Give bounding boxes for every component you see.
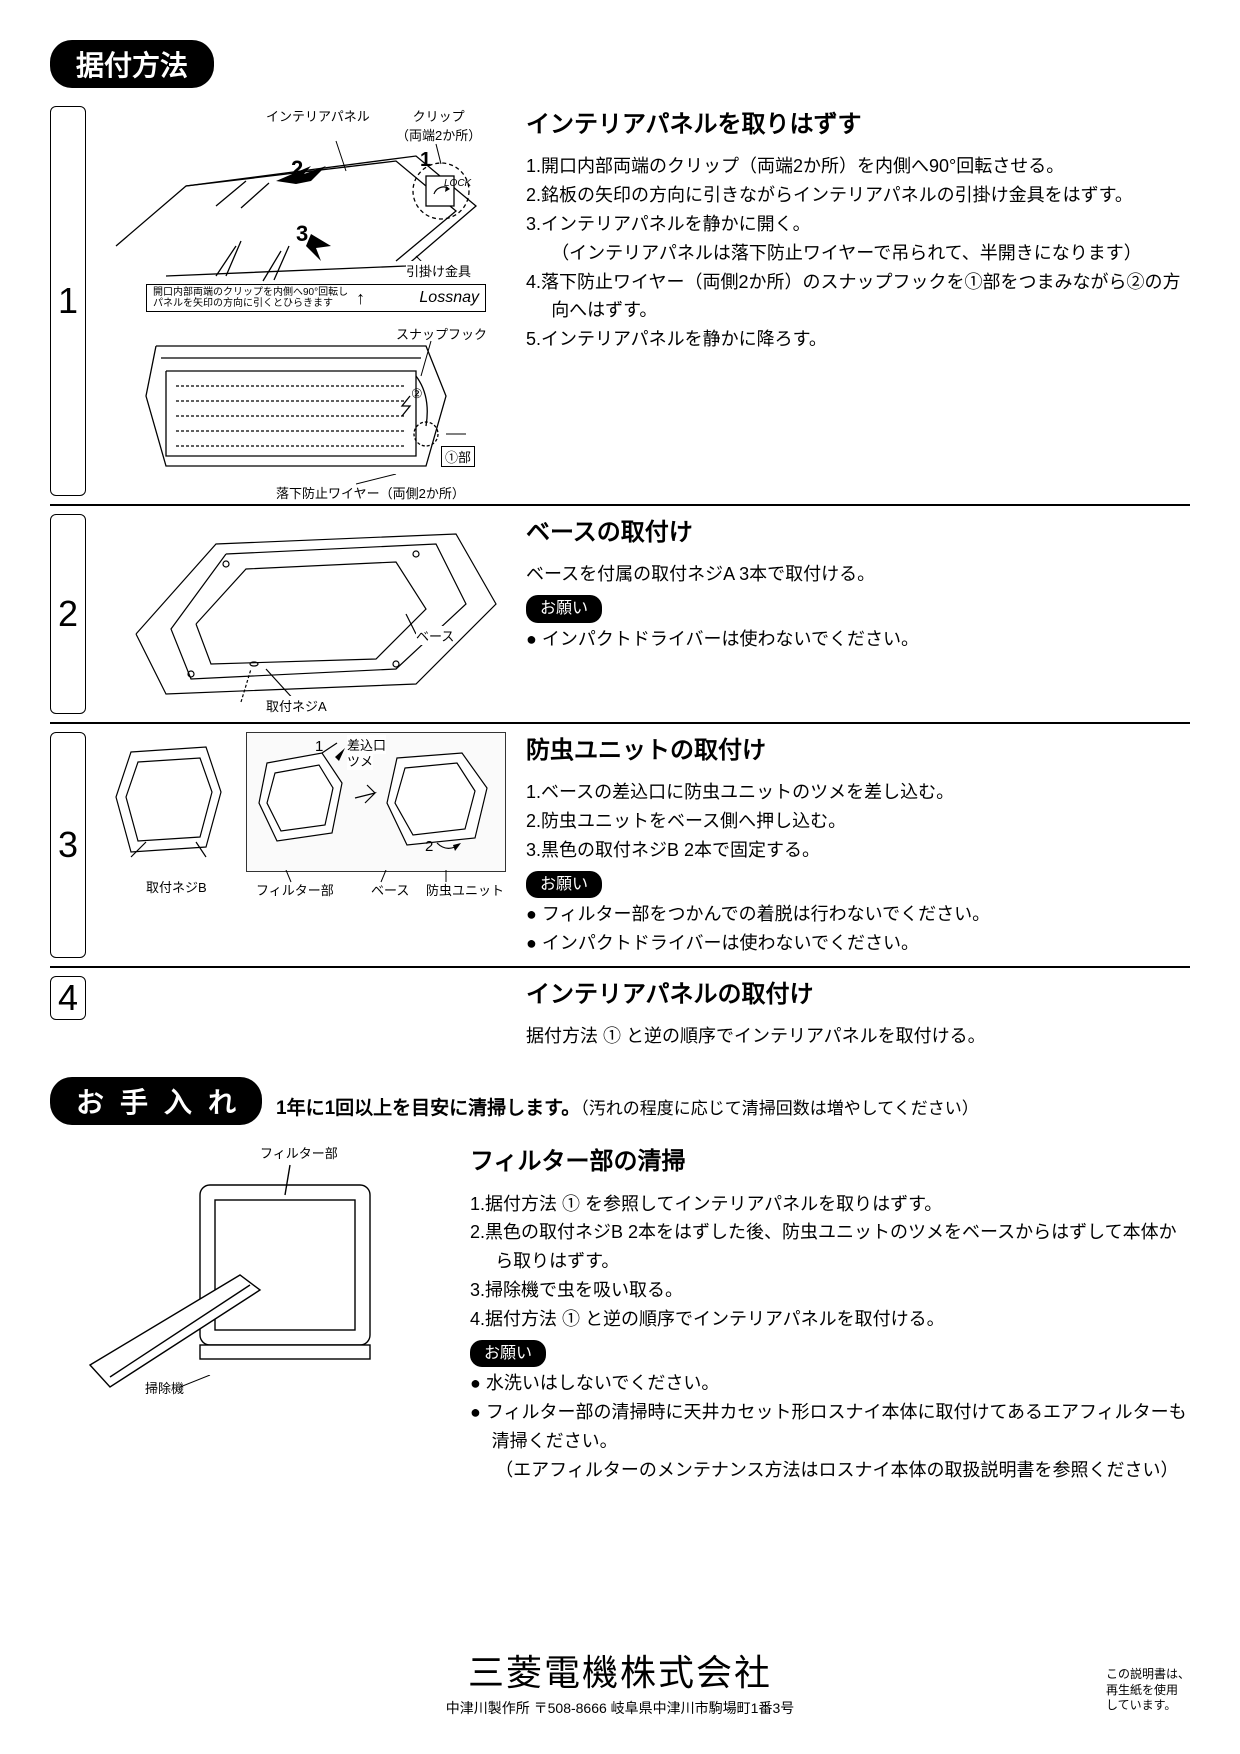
step-1: 1 インテリアパネル クリップ （両端2か所） 2 3 1 LOCK (50, 98, 1190, 506)
lbl-panel: インテリアパネル (266, 106, 370, 125)
step-num-4: 4 (50, 976, 86, 1020)
arrow1: 1 (420, 149, 431, 171)
svg-text:②: ② (411, 386, 423, 401)
footer: 三菱電機株式会社 中津川製作所 〒508-8666 岐阜県中津川市駒場町1番3号 (0, 1644, 1240, 1718)
maint-title: お手入れ (50, 1077, 262, 1125)
lbl-catch: 引掛け金具 (406, 261, 471, 280)
step2-svg (96, 514, 506, 714)
maint-header-row: お手入れ 1年に1回以上を目安に清掃します。（汚れの程度に応じて清掃回数は増やし… (50, 1077, 1190, 1135)
maint-illustration: フィルター部 掃除機 (50, 1143, 450, 1423)
install-title: 据付方法 (50, 40, 214, 88)
maint-text: フィルター部の清掃 1.据付方法 ① を参照してインテリアパネルを取りはずす。 … (450, 1143, 1190, 1484)
step2-illustration: ベース 取付ネジA (96, 514, 506, 714)
company-name: 三菱電機株式会社 (0, 1644, 1240, 1696)
maint-heading: フィルター部の清掃 (470, 1143, 1190, 1181)
lbl-claw: ツメ (347, 751, 373, 770)
step3-left-svg (96, 737, 236, 877)
step-2: 2 ベース 取付ネジA ベースの取付け ベースを付属の取付ネジA 3本で取付ける… (50, 506, 1190, 724)
recycle-note: この説明書は、 再生紙を使用 しています。 (1106, 1667, 1190, 1714)
lbl-vac: 掃除機 (145, 1378, 184, 1397)
svg-text:2: 2 (425, 838, 433, 855)
note-pill-3: お願い (526, 871, 602, 899)
step3-illustration: 取付ネジB 1 2 (96, 732, 506, 907)
step1-illustration: インテリアパネル クリップ （両端2か所） 2 3 1 LOCK 引掛け (96, 106, 506, 496)
step-4: 4 インテリアパネルの取付け 据付方法 ① と逆の順序でインテリアパネルを取付け… (50, 968, 1190, 1059)
maint-svg (50, 1155, 450, 1425)
step-num-1: 1 (50, 106, 86, 496)
step-3: 3 取付ネジB 1 (50, 724, 1190, 968)
svg-text:1: 1 (315, 738, 323, 755)
company-addr: 中津川製作所 〒508-8666 岐阜県中津川市駒場町1番3号 (0, 1698, 1240, 1718)
step4-heading: インテリアパネルの取付け (526, 976, 1190, 1014)
step1-lower-svg: ② (96, 336, 506, 496)
step3-text: 防虫ユニットの取付け 1.ベースの差込口に防虫ユニットのツメを差し込む。 2.防… (506, 732, 1190, 958)
maint-body: フィルター部 掃除機 フィルター部の清掃 1.据付方法 ① を参照してインテリア… (50, 1143, 1190, 1484)
step4-text: インテリアパネルの取付け 据付方法 ① と逆の順序でインテリアパネルを取付ける。 (506, 976, 1190, 1051)
step-num-3: 3 (50, 732, 86, 958)
arrow3: 3 (296, 221, 308, 246)
step3-frame: 1 2 差込口 ツメ (246, 732, 506, 872)
lbl-screwA: 取付ネジA (266, 696, 327, 715)
step3-heading: 防虫ユニットの取付け (526, 732, 1190, 770)
step-num-2: 2 (50, 514, 86, 714)
note-pill-m: お願い (470, 1340, 546, 1368)
nameplate: 開口内部両端のクリップを内側へ90°回転し パネルを矢印の方向に引くとひらきます… (146, 284, 486, 312)
step1-heading: インテリアパネルを取りはずす (526, 106, 1190, 144)
step2-text: ベースの取付け ベースを付属の取付ネジA 3本で取付ける。 お願い ● インパク… (506, 514, 1190, 714)
note-pill: お願い (526, 595, 602, 623)
lbl-circ1: ①部 (441, 446, 475, 467)
lbl-base: ベース (416, 626, 454, 645)
lock: LOCK (444, 178, 473, 189)
lbl-screwB: 取付ネジB (146, 877, 207, 896)
step2-heading: ベースの取付け (526, 514, 1190, 552)
step1-text: インテリアパネルを取りはずす 1.開口内部両端のクリップ（両端2か所）を内側へ9… (506, 106, 1190, 496)
